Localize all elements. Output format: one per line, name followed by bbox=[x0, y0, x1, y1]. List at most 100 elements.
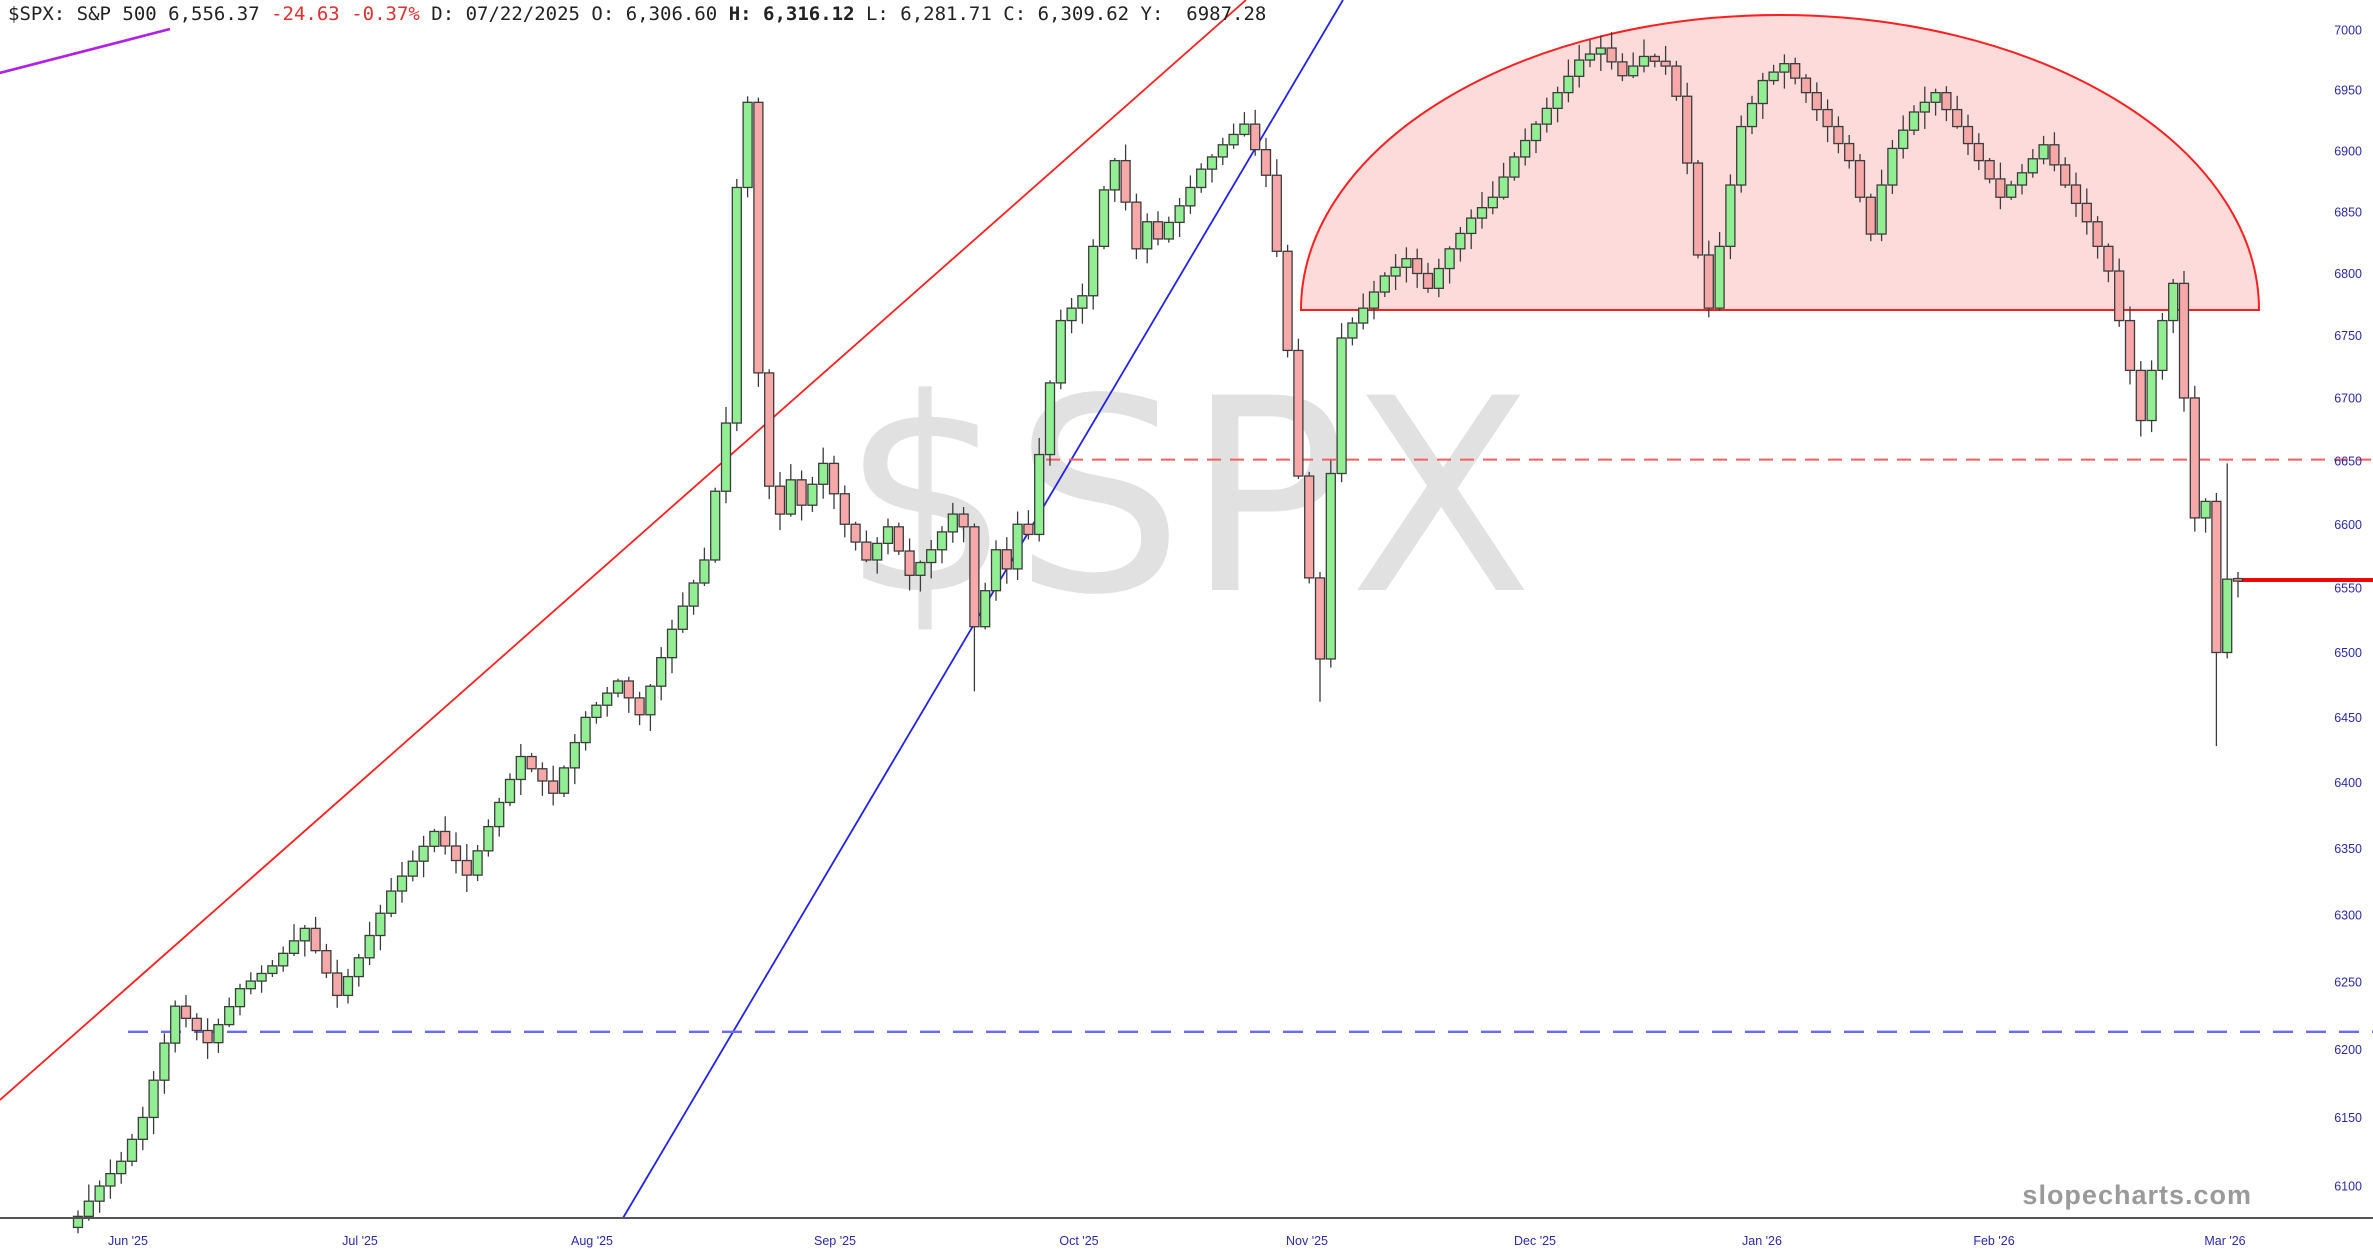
candle[interactable] bbox=[1120, 144, 1131, 211]
candle[interactable] bbox=[267, 959, 278, 977]
candle[interactable] bbox=[288, 924, 300, 957]
candle[interactable] bbox=[1304, 471, 1315, 584]
candle[interactable] bbox=[2146, 360, 2157, 433]
candle[interactable] bbox=[1703, 240, 1714, 318]
candle[interactable] bbox=[1692, 159, 1704, 259]
candle[interactable] bbox=[1325, 460, 1336, 668]
candle[interactable] bbox=[2027, 149, 2038, 178]
candle[interactable] bbox=[1584, 39, 1596, 68]
candle[interactable] bbox=[1995, 162, 2006, 210]
candle[interactable] bbox=[364, 921, 375, 966]
candle[interactable] bbox=[461, 843, 472, 892]
candle[interactable] bbox=[1001, 537, 1012, 584]
candle[interactable] bbox=[828, 455, 840, 510]
candle[interactable] bbox=[720, 406, 732, 504]
candle[interactable] bbox=[1023, 510, 1034, 540]
candle[interactable] bbox=[1973, 133, 1984, 171]
candle[interactable] bbox=[278, 946, 289, 972]
candle[interactable] bbox=[2006, 180, 2017, 200]
candle[interactable] bbox=[396, 861, 408, 903]
candle[interactable] bbox=[774, 472, 786, 531]
candle[interactable] bbox=[1595, 35, 1606, 71]
candle[interactable] bbox=[494, 797, 505, 837]
candle[interactable] bbox=[1822, 99, 1833, 143]
candle[interactable] bbox=[1628, 52, 1639, 79]
candle[interactable] bbox=[224, 997, 235, 1028]
candle[interactable] bbox=[1012, 511, 1023, 581]
candle[interactable] bbox=[1736, 115, 1747, 193]
candle[interactable] bbox=[1174, 198, 1185, 237]
candle[interactable] bbox=[1390, 254, 1401, 291]
candle[interactable] bbox=[126, 1133, 138, 1167]
candle[interactable] bbox=[1196, 163, 1207, 193]
candle[interactable] bbox=[1444, 246, 1455, 284]
candle[interactable] bbox=[580, 711, 591, 751]
purple-trendline-fragment[interactable] bbox=[0, 27, 171, 76]
candle[interactable] bbox=[2135, 361, 2146, 437]
candle[interactable] bbox=[1854, 153, 1866, 203]
candle[interactable] bbox=[375, 904, 386, 951]
candle[interactable] bbox=[623, 676, 634, 713]
candle[interactable] bbox=[2232, 571, 2244, 598]
candle[interactable] bbox=[170, 1000, 181, 1053]
candle[interactable] bbox=[1574, 44, 1585, 88]
candle[interactable] bbox=[558, 765, 570, 797]
candle[interactable] bbox=[2070, 172, 2082, 217]
candle[interactable] bbox=[321, 943, 332, 979]
candle[interactable] bbox=[1617, 53, 1628, 82]
candle[interactable] bbox=[234, 983, 246, 1016]
candle[interactable] bbox=[1790, 57, 1801, 85]
candle[interactable] bbox=[1260, 137, 1272, 188]
candle[interactable] bbox=[656, 647, 667, 701]
candle[interactable] bbox=[310, 916, 321, 954]
candle[interactable] bbox=[1962, 114, 1974, 156]
candle[interactable] bbox=[1239, 112, 1250, 137]
candle[interactable] bbox=[440, 816, 451, 855]
candle[interactable] bbox=[785, 464, 796, 517]
candle[interactable] bbox=[1293, 338, 1304, 479]
candle[interactable] bbox=[159, 1033, 170, 1094]
candle[interactable] bbox=[710, 487, 721, 563]
candle[interactable] bbox=[256, 965, 267, 993]
candle[interactable] bbox=[504, 773, 516, 807]
red-ascending-trendline[interactable] bbox=[0, 0, 1247, 1101]
candle[interactable] bbox=[407, 850, 418, 882]
candle[interactable] bbox=[202, 1018, 213, 1059]
candle[interactable] bbox=[2157, 312, 2168, 380]
candle[interactable] bbox=[677, 592, 688, 633]
candle[interactable] bbox=[893, 522, 904, 555]
candle[interactable] bbox=[105, 1159, 116, 1199]
candle[interactable] bbox=[429, 828, 440, 853]
candle[interactable] bbox=[2200, 498, 2211, 533]
candle[interactable] bbox=[915, 560, 926, 592]
candle[interactable] bbox=[947, 502, 958, 543]
candle[interactable] bbox=[245, 972, 256, 995]
candle[interactable] bbox=[1044, 380, 1056, 466]
candle[interactable] bbox=[1422, 262, 1434, 293]
candle[interactable] bbox=[483, 819, 494, 857]
candle[interactable] bbox=[1466, 209, 1477, 250]
candle[interactable] bbox=[612, 678, 624, 698]
candle[interactable] bbox=[1412, 248, 1423, 288]
candle[interactable] bbox=[1984, 157, 1995, 184]
candle[interactable] bbox=[796, 470, 807, 521]
candle[interactable] bbox=[742, 96, 753, 198]
candle[interactable] bbox=[386, 877, 397, 918]
candle[interactable] bbox=[2060, 157, 2071, 188]
candle[interactable] bbox=[353, 953, 364, 987]
candle[interactable] bbox=[1433, 258, 1444, 298]
candle[interactable] bbox=[1206, 154, 1218, 183]
candle[interactable] bbox=[1714, 232, 1725, 311]
candle[interactable] bbox=[1271, 159, 1282, 258]
candle[interactable] bbox=[1379, 272, 1390, 298]
candle[interactable] bbox=[1358, 293, 1369, 330]
candle[interactable] bbox=[1368, 280, 1380, 320]
candle[interactable] bbox=[1530, 121, 1542, 154]
candle[interactable] bbox=[882, 518, 894, 555]
candle[interactable] bbox=[1811, 82, 1822, 121]
candle[interactable] bbox=[591, 701, 602, 724]
candle[interactable] bbox=[990, 540, 1002, 601]
candle[interactable] bbox=[299, 925, 310, 957]
candle[interactable] bbox=[1336, 323, 1347, 483]
